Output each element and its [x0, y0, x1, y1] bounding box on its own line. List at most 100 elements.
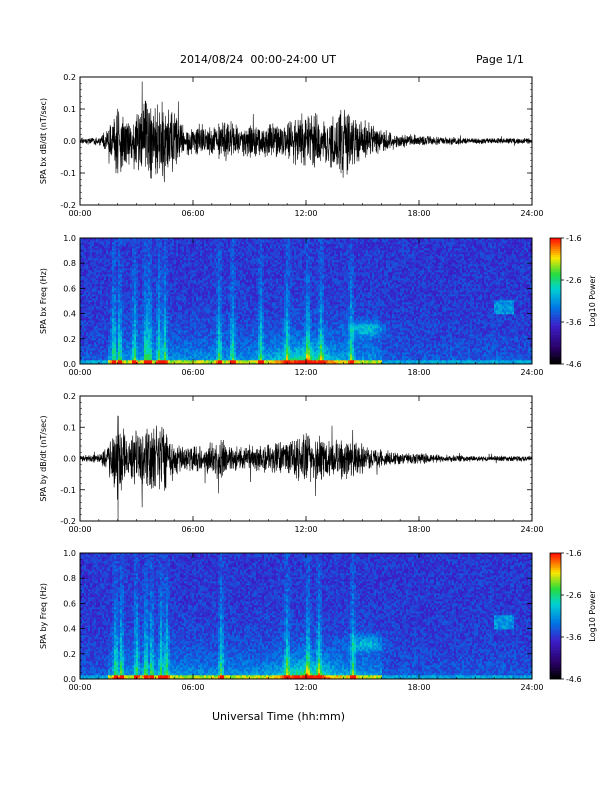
spectrogram-cell	[132, 334, 135, 337]
spectrogram-cell	[114, 346, 117, 349]
spectrogram-cell	[176, 356, 179, 359]
spectrogram-cell	[150, 316, 153, 319]
spectrogram-cell	[162, 338, 165, 341]
spectrogram-cell	[128, 294, 131, 297]
spectrogram-cell	[80, 360, 83, 363]
spectrogram-cell	[226, 260, 229, 263]
spectrogram-cell	[84, 326, 87, 329]
spectrogram-cell	[164, 356, 167, 359]
spectrogram-cell	[152, 338, 155, 341]
spectrogram-cell	[202, 296, 205, 299]
spectrogram-cell	[174, 352, 177, 355]
spectrogram-cell	[92, 284, 95, 287]
spectrogram-cell	[94, 314, 97, 317]
spectrogram-cell	[108, 296, 111, 299]
spectrogram-cell	[166, 308, 169, 311]
spectrogram-cell	[196, 254, 199, 257]
spectrogram-cell	[86, 360, 89, 363]
spectrogram-cell	[230, 242, 233, 245]
spectrogram-cell	[192, 354, 195, 357]
spectrogram-cell	[98, 274, 101, 277]
spectrogram-cell	[228, 254, 231, 257]
spectrogram-cell	[154, 282, 157, 285]
spectrogram-cell	[84, 328, 87, 331]
spectrogram-cell	[224, 306, 227, 309]
spectrogram-cell	[212, 362, 215, 365]
spectrogram-cell	[172, 284, 175, 287]
spectrogram-cell	[194, 288, 197, 291]
spectrogram-cell	[168, 354, 171, 357]
spectrogram-cell	[136, 306, 139, 309]
spectrogram-cell	[92, 314, 95, 317]
spectrogram-cell	[220, 342, 223, 345]
spectrogram-cell	[100, 350, 103, 353]
spectrogram-cell	[160, 294, 163, 297]
spectrogram-cell	[234, 296, 237, 299]
spectrogram-cell	[224, 322, 227, 325]
spectrogram-cell	[234, 292, 237, 295]
spectrogram-cell	[150, 292, 153, 295]
spectrogram-cell	[198, 282, 201, 285]
spectrogram-cell	[234, 328, 237, 331]
spectrogram-cell	[138, 296, 141, 299]
spectrogram-cell	[128, 362, 131, 365]
spectrogram-cell	[202, 354, 205, 357]
spectrogram-cell	[118, 344, 121, 347]
spectrogram-cell	[152, 250, 155, 253]
spectrogram-cell	[100, 310, 103, 313]
spectrogram-cell	[90, 250, 93, 253]
spectrogram-cell	[168, 246, 171, 249]
spectrogram-cell	[232, 246, 235, 249]
spectrogram-cell	[172, 354, 175, 357]
spectrogram-cell	[90, 322, 93, 325]
spectrogram-cell	[198, 246, 201, 249]
spectrogram-cell	[230, 318, 233, 321]
spectrogram-cell	[202, 316, 205, 319]
spectrogram-cell	[196, 300, 199, 303]
spectrogram-cell	[106, 256, 109, 259]
spectrogram-cell	[196, 334, 199, 337]
x-axis-label: Universal Time (hh:mm)	[212, 710, 345, 723]
spectrogram-cell	[204, 292, 207, 295]
spectrogram-cell	[182, 320, 185, 323]
spectrogram-cell	[84, 334, 87, 337]
spectrogram-cell	[96, 284, 99, 287]
spectrogram-cell	[214, 280, 217, 283]
spectrogram-cell	[102, 244, 105, 247]
spectrogram-cell	[198, 362, 201, 365]
spectrogram-cell	[112, 256, 115, 259]
spectrogram-cell	[172, 286, 175, 289]
spectrogram-cell	[180, 350, 183, 353]
spectrogram-cell	[168, 262, 171, 265]
spectrogram-cell	[184, 246, 187, 249]
spectrogram-cell	[160, 350, 163, 353]
spectrogram-cell	[140, 264, 143, 267]
spectrogram-cell	[174, 264, 177, 267]
spectrogram-cell	[164, 300, 167, 303]
spectrogram-cell	[186, 294, 189, 297]
spectrogram-cell	[82, 358, 85, 361]
spectrogram-cell	[170, 306, 173, 309]
spectrogram-cell	[168, 316, 171, 319]
spectrogram-cell	[92, 260, 95, 263]
spectrogram-cell	[224, 244, 227, 247]
spectrogram-cell	[98, 304, 101, 307]
spectrogram-cell	[112, 254, 115, 257]
spectrogram-cell	[138, 358, 141, 361]
spectrogram-cell	[150, 332, 153, 335]
spectrogram-cell	[132, 326, 135, 329]
spectrogram-cell	[214, 252, 217, 255]
spectrogram-cell	[96, 248, 99, 251]
spectrogram-cell	[232, 350, 235, 353]
spectrogram-cell	[128, 300, 131, 303]
spectrogram-cell	[136, 268, 139, 271]
spectrogram-cell	[186, 242, 189, 245]
spectrogram-cell	[188, 328, 191, 331]
spectrogram-cell	[140, 326, 143, 329]
spectrogram-cell	[202, 328, 205, 331]
spectrogram-cell	[160, 250, 163, 253]
spectrogram-cell	[82, 302, 85, 305]
spectrogram-cell	[116, 312, 119, 315]
spectrogram-cell	[166, 274, 169, 277]
spectrogram-cell	[92, 304, 95, 307]
